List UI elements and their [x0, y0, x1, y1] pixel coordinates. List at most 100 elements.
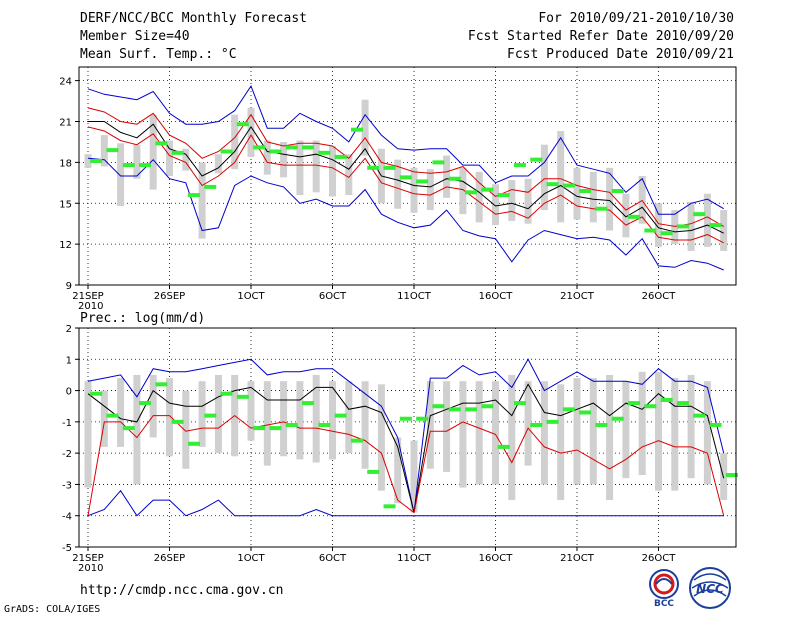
member-box — [410, 440, 418, 513]
observation-mark — [644, 404, 657, 409]
observation-mark — [628, 214, 641, 219]
member-box — [638, 371, 646, 476]
y-tick-label: 18 — [59, 158, 72, 169]
member-box — [166, 140, 173, 176]
member-box — [377, 384, 385, 491]
observation-mark — [513, 163, 526, 168]
member-box — [280, 141, 288, 178]
observation-mark — [399, 416, 412, 421]
min-line — [87, 157, 724, 271]
source-url[interactable]: http://cmdp.ncc.cma.gov.cn — [80, 583, 284, 598]
member-box — [84, 154, 92, 168]
observation-mark — [579, 410, 592, 415]
member-box — [312, 140, 320, 193]
member-box — [622, 381, 630, 479]
x-tick-label: 21SEP — [72, 553, 103, 564]
observation-mark — [285, 145, 298, 150]
member-box — [459, 167, 467, 215]
observation-mark — [481, 187, 494, 192]
observation-mark — [350, 438, 363, 443]
observation-mark — [432, 404, 445, 409]
member-box — [475, 171, 483, 223]
member-box — [492, 184, 499, 226]
member-box — [703, 193, 711, 247]
member-box — [687, 201, 695, 251]
min-line — [87, 489, 724, 517]
member-box — [329, 146, 336, 197]
spread-low-line — [87, 414, 725, 516]
x-tick-label: 21OCT — [560, 553, 595, 564]
observation-mark — [318, 422, 331, 427]
member-box — [263, 140, 271, 175]
spread-low-line — [87, 126, 724, 244]
observation-mark — [302, 145, 315, 150]
member-box — [459, 381, 467, 488]
member-box — [655, 203, 662, 247]
y-tick-label: 2 — [66, 324, 72, 335]
observation-mark — [660, 397, 673, 402]
x-tick-label: 21SEP — [72, 291, 103, 302]
member-box — [84, 381, 92, 488]
forecast-produced-date: Fcst Produced Date 2010/09/21 — [507, 47, 734, 62]
y-tick-label: -4 — [62, 512, 72, 523]
member-box — [589, 171, 597, 223]
observation-mark — [90, 159, 103, 164]
y-tick-label: 12 — [59, 240, 72, 251]
precip-title: Prec.: log(mm/d) — [80, 311, 205, 326]
member-box — [426, 381, 434, 469]
observation-mark — [236, 394, 249, 399]
x-tick-label: 1OCT — [237, 291, 265, 302]
mean-line — [88, 121, 724, 234]
member-box — [149, 374, 157, 438]
observation-mark — [155, 382, 168, 387]
member-box — [589, 378, 597, 485]
observation-mark — [432, 160, 445, 165]
member-box — [133, 374, 141, 485]
observation-mark — [187, 441, 200, 446]
member-box — [149, 114, 157, 190]
member-box — [247, 381, 255, 441]
member-box — [329, 381, 336, 460]
member-box — [166, 378, 173, 457]
x-tick-label: 6OCT — [319, 291, 347, 302]
observation-mark — [465, 407, 478, 412]
member-box — [557, 384, 565, 501]
observation-mark — [676, 224, 689, 229]
member-box — [296, 381, 304, 460]
observation-mark — [660, 231, 673, 236]
observation-mark — [595, 422, 608, 427]
observation-mark — [693, 413, 706, 418]
observation-mark — [725, 473, 738, 478]
observation-mark — [106, 148, 119, 153]
y-tick-label: 9 — [66, 281, 72, 292]
observation-mark — [709, 422, 722, 427]
y-tick-label: 0 — [66, 387, 72, 398]
member-box — [263, 381, 271, 466]
member-box — [426, 169, 434, 211]
x-tick-label: 1OCT — [237, 553, 265, 564]
member-size: Member Size=40 — [80, 29, 190, 44]
member-box — [573, 167, 581, 220]
observation-mark — [448, 407, 461, 412]
member-box — [247, 107, 255, 157]
observation-mark — [383, 504, 396, 509]
svg-text:BCC: BCC — [654, 599, 674, 608]
member-box — [540, 144, 548, 211]
bcc-logo: BCC — [649, 569, 679, 608]
member-box — [508, 180, 516, 221]
observation-mark — [350, 127, 363, 132]
observation-mark — [204, 184, 217, 189]
plot-frame — [78, 66, 737, 286]
observation-mark — [220, 149, 233, 154]
member-box — [606, 374, 614, 501]
observation-mark — [644, 228, 657, 233]
member-box — [606, 167, 614, 231]
observation-mark — [155, 141, 168, 146]
observation-mark — [497, 444, 510, 449]
observation-mark — [187, 193, 200, 198]
y-tick-label: 21 — [59, 118, 72, 129]
observation-mark — [546, 419, 559, 424]
y-tick-label: 24 — [59, 77, 72, 88]
y-tick-label: 15 — [59, 199, 72, 210]
